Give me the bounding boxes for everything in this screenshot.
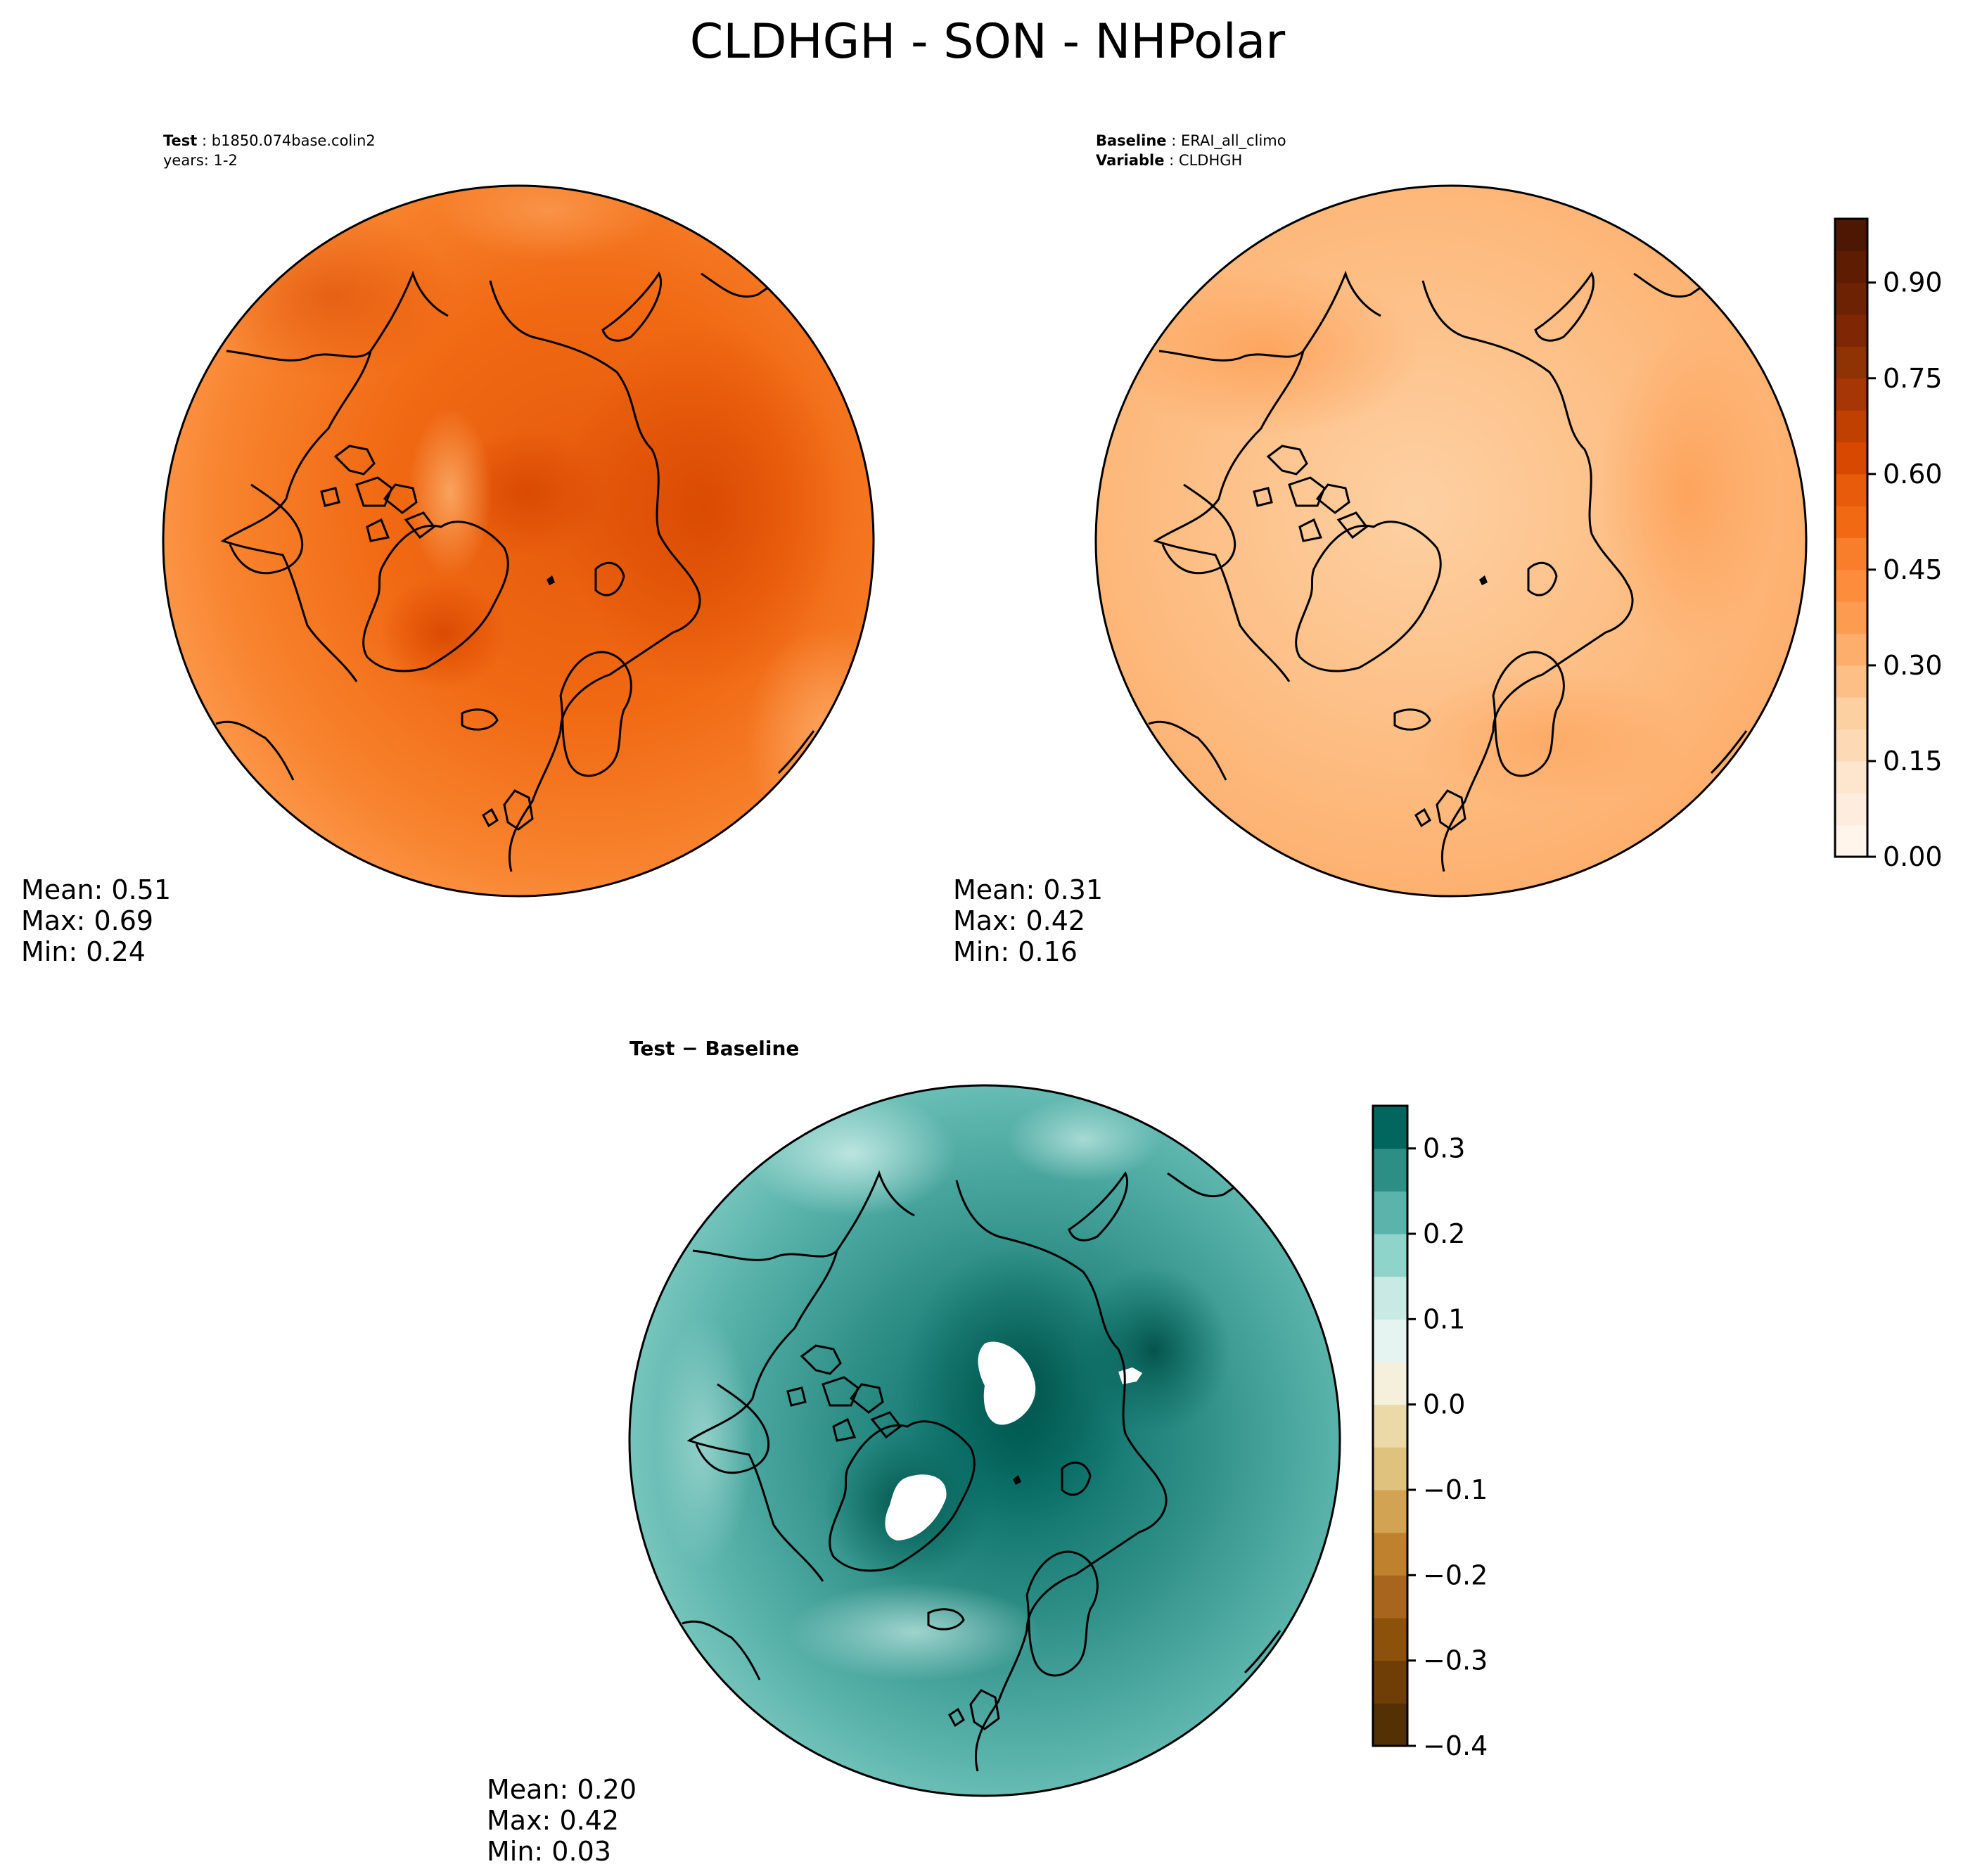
- brbg-colorbar-tick-label-5: 0.1: [1423, 1303, 1465, 1334]
- brbg-colorbar-frame: [1372, 1104, 1409, 1747]
- baseline-map: [1096, 186, 1806, 896]
- brbg-colorbar-tick-label-7: 0.3: [1423, 1133, 1465, 1164]
- oranges-colorbar: 0.00 0.15 0.30 0.45 0.60 0.75 0.90: [1834, 217, 1943, 872]
- brbg-colorbar-level-14: [1373, 1106, 1407, 1149]
- oranges-colorbar-level-14: [1835, 378, 1867, 411]
- oranges-colorbar-level-16: [1835, 314, 1867, 347]
- diff-map: [629, 1085, 1340, 1796]
- brbg-colorbar-level-9: [1373, 1319, 1407, 1363]
- brbg-colorbar: −0.4 −0.3 −0.2 −0.1 0.0 0.1 0.2 0.3: [1372, 1104, 1488, 1761]
- test-years-label: years: 1-2: [163, 152, 238, 169]
- oranges-colorbar-level-11: [1835, 473, 1867, 506]
- diff-stat-min: Min: 0.03: [487, 1836, 611, 1867]
- oranges-colorbar-tick-label-4: 0.60: [1883, 459, 1943, 490]
- brbg-colorbar-level-4: [1373, 1532, 1407, 1576]
- oranges-colorbar-tick-label-1: 0.15: [1883, 746, 1943, 777]
- oranges-colorbar-level-17: [1835, 282, 1867, 315]
- oranges-colorbar-level-19: [1835, 219, 1867, 251]
- brbg-colorbar-level-11: [1373, 1234, 1407, 1277]
- brbg-colorbar-level-10: [1373, 1276, 1407, 1320]
- baseline-map-outline: [1094, 184, 1808, 898]
- oranges-colorbar-level-12: [1835, 442, 1867, 475]
- baseline-label: Baseline : ERAI_all_climo: [1096, 132, 1286, 150]
- diff-stat-max: Max: 0.42: [487, 1805, 619, 1836]
- brbg-colorbar-tick-label-4: 0.0: [1423, 1389, 1465, 1420]
- oranges-colorbar-tick-label-6: 0.90: [1883, 267, 1943, 298]
- oranges-colorbar-tick-label-0: 0.00: [1883, 841, 1943, 872]
- oranges-colorbar-level-8: [1835, 569, 1867, 602]
- oranges-colorbar-level-18: [1835, 250, 1867, 283]
- oranges-colorbar-level-3: [1835, 729, 1867, 762]
- diff-label: Test − Baseline: [629, 1037, 799, 1060]
- oranges-colorbar-level-10: [1835, 506, 1867, 538]
- oranges-colorbar-level-4: [1835, 697, 1867, 730]
- brbg-colorbar-level-6: [1373, 1447, 1407, 1491]
- baseline-stat-mean: Mean: 0.31: [953, 874, 1103, 905]
- test-stat-max: Max: 0.69: [21, 905, 153, 936]
- diff-stat-mean: Mean: 0.20: [487, 1774, 637, 1805]
- variable-label: Variable : CLDHGH: [1096, 152, 1242, 169]
- brbg-colorbar-tick-label-3: −0.1: [1423, 1474, 1488, 1505]
- figure-title: CLDHGH - SON - NHPolar: [690, 14, 1286, 70]
- baseline-stat-max: Max: 0.42: [953, 905, 1085, 936]
- test-panel: Test : b1850.074base.colin2 years: 1-2 M…: [21, 132, 875, 967]
- baseline-stat-min: Min: 0.16: [953, 936, 1078, 967]
- oranges-colorbar-level-1: [1835, 793, 1867, 826]
- diff-map-outline: [628, 1084, 1341, 1797]
- brbg-colorbar-level-2: [1373, 1618, 1407, 1661]
- diff-panel: Test − Baseline Mean: 0.20 Max: 0.42 Min…: [487, 1037, 1341, 1867]
- brbg-colorbar-tick-label-0: −0.4: [1423, 1730, 1488, 1761]
- oranges-colorbar-level-2: [1835, 760, 1867, 793]
- oranges-colorbar-level-0: [1835, 824, 1867, 857]
- baseline-panel: Baseline : ERAI_all_climo Variable : CLD…: [953, 132, 1808, 967]
- test-stat-mean: Mean: 0.51: [21, 874, 171, 905]
- test-stat-min: Min: 0.24: [21, 936, 146, 967]
- test-map: [163, 186, 874, 896]
- brbg-colorbar-level-8: [1373, 1362, 1407, 1405]
- oranges-colorbar-tick-label-2: 0.30: [1883, 650, 1943, 681]
- test-label: Test : b1850.074base.colin2: [163, 132, 376, 149]
- brbg-colorbar-level-3: [1373, 1575, 1407, 1619]
- oranges-colorbar-tick-label-3: 0.45: [1883, 554, 1943, 585]
- oranges-colorbar-level-5: [1835, 665, 1867, 698]
- oranges-colorbar-level-9: [1835, 537, 1867, 570]
- brbg-colorbar-level-1: [1373, 1660, 1407, 1704]
- oranges-colorbar-frame: [1834, 217, 1869, 858]
- oranges-colorbar-level-13: [1835, 410, 1867, 442]
- oranges-colorbar-level-6: [1835, 633, 1867, 666]
- brbg-colorbar-level-13: [1373, 1148, 1407, 1192]
- brbg-colorbar-tick-label-6: 0.2: [1423, 1218, 1465, 1249]
- oranges-colorbar-tick-label-5: 0.75: [1883, 363, 1943, 394]
- brbg-colorbar-level-0: [1373, 1703, 1407, 1747]
- oranges-colorbar-level-15: [1835, 346, 1867, 379]
- oranges-colorbar-level-7: [1835, 601, 1867, 634]
- brbg-colorbar-tick-label-2: −0.2: [1423, 1559, 1488, 1590]
- brbg-colorbar-tick-label-1: −0.3: [1423, 1645, 1488, 1676]
- brbg-colorbar-level-5: [1373, 1490, 1407, 1533]
- brbg-colorbar-level-7: [1373, 1404, 1407, 1448]
- brbg-colorbar-level-12: [1373, 1191, 1407, 1234]
- test-map-outline: [162, 184, 875, 898]
